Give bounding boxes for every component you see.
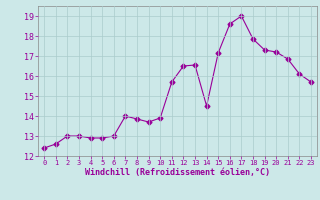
X-axis label: Windchill (Refroidissement éolien,°C): Windchill (Refroidissement éolien,°C) xyxy=(85,168,270,177)
